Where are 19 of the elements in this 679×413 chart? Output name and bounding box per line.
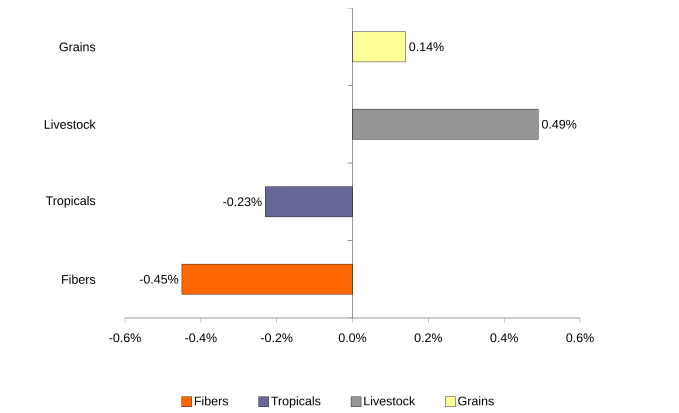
x-tick-label: -0.2% (260, 333, 292, 342)
x-tick-label: 0.2% (414, 333, 442, 342)
y-tick-label: Tropicals (46, 196, 96, 208)
x-tick-label: -0.4% (185, 333, 217, 342)
y-tick-label: Livestock (44, 120, 96, 129)
legend-label: Livestock (364, 396, 416, 406)
y-tick-label: Fibers (62, 274, 96, 284)
x-tick-label: 0.4% (490, 333, 518, 342)
x-tick-label: 0.6% (566, 333, 594, 342)
x-tick-label: 0.0% (338, 333, 366, 342)
data-label: -0.45% (140, 274, 178, 284)
legend-label: Fibers (194, 396, 228, 406)
legend-label: Tropicals (271, 396, 320, 408)
data-label: 0.49% (542, 120, 576, 129)
y-tick-label: Grains (60, 42, 96, 52)
x-tick-label: -0.6% (109, 333, 141, 342)
legend-label: Grains (458, 396, 494, 406)
data-label: 0.14% (409, 42, 444, 52)
data-label: -0.23% (223, 197, 262, 206)
